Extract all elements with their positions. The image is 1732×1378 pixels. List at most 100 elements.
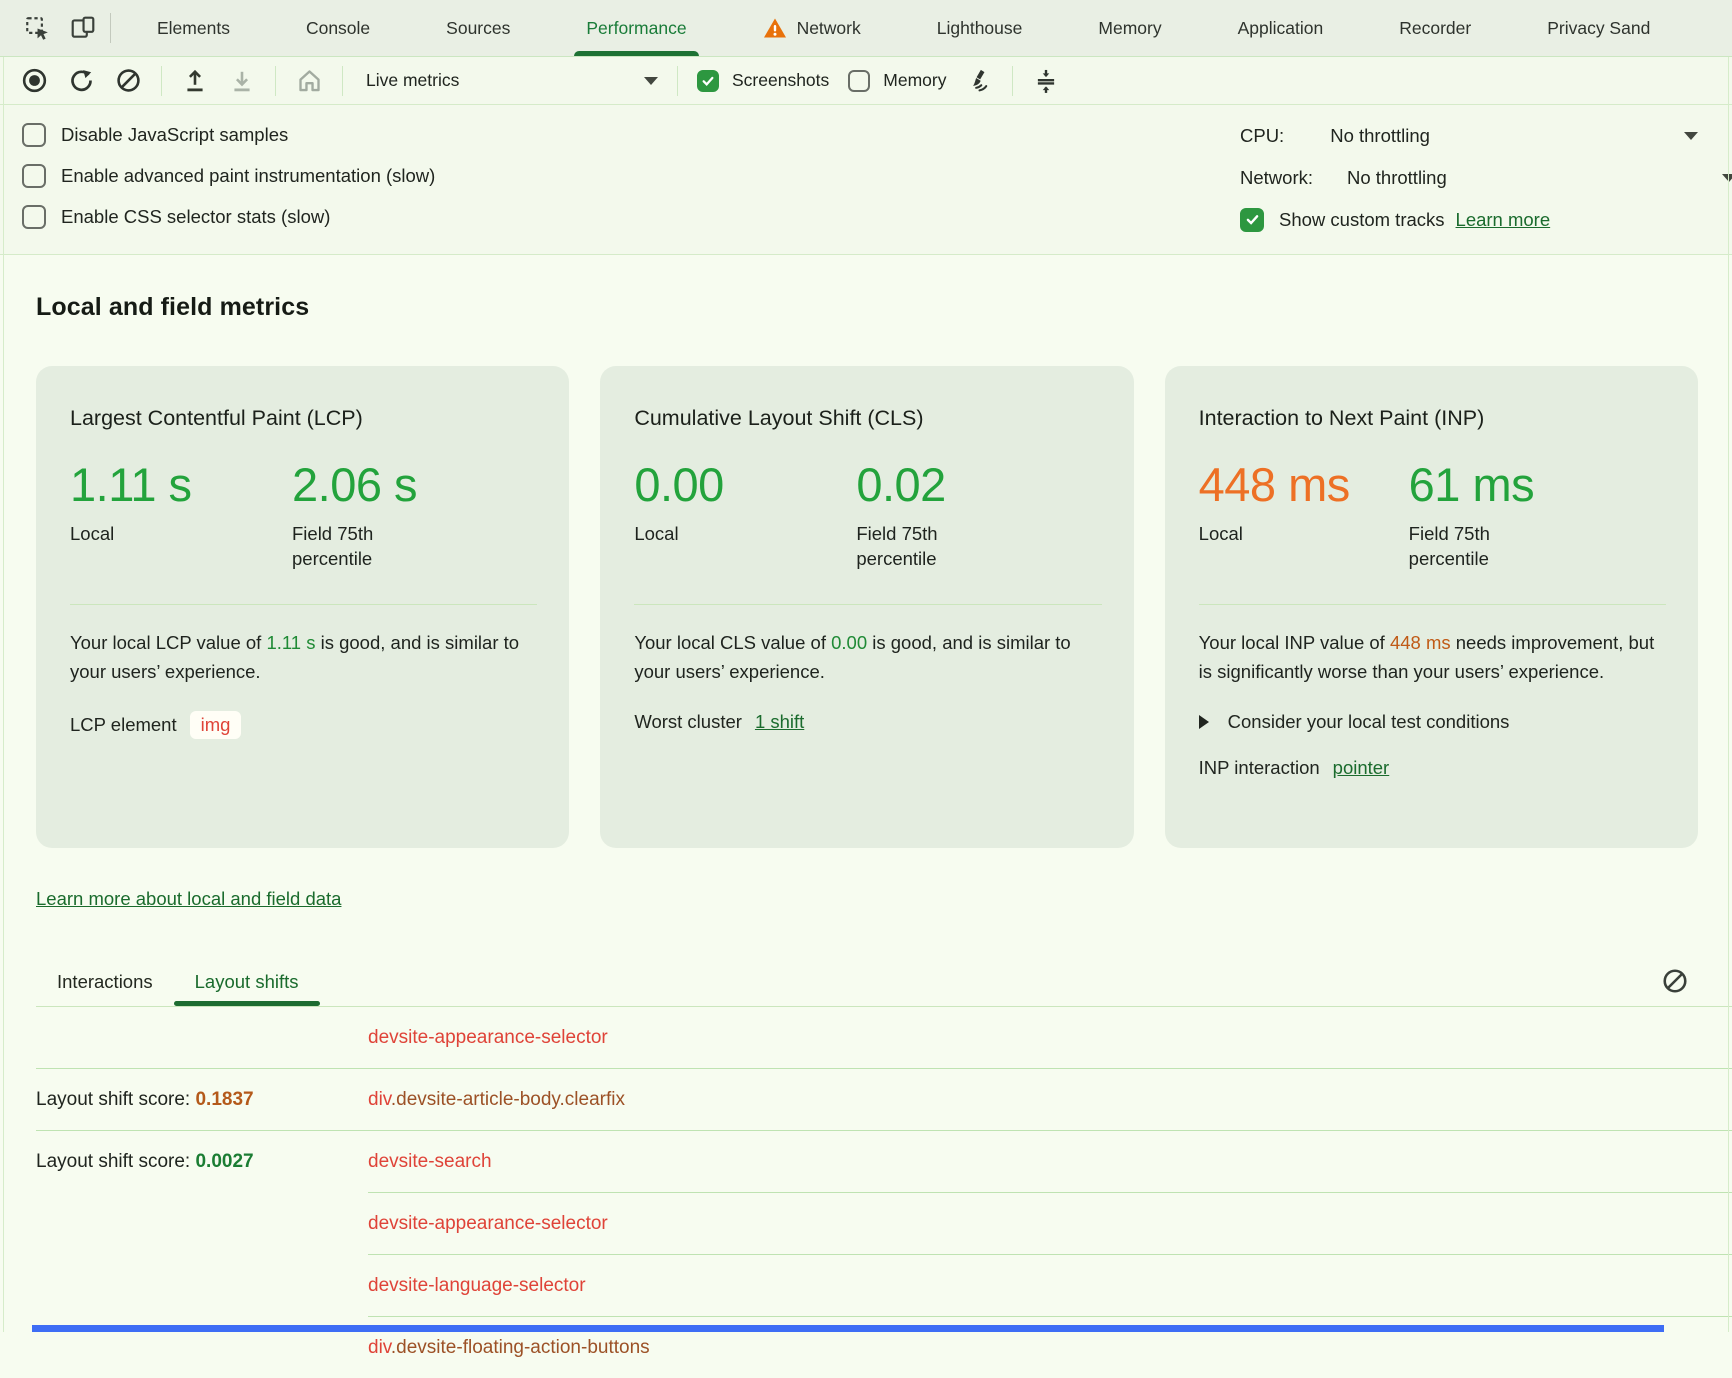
css-selector-stats-checkbox[interactable] [22, 205, 46, 229]
tab-application[interactable]: Application [1200, 0, 1362, 56]
history-dropdown-value: Live metrics [366, 70, 460, 90]
lcp-description: Your local LCP value of 1.11 s is good, … [70, 631, 520, 682]
clear-log-icon[interactable] [1660, 966, 1690, 996]
live-metrics-view: Local and field metrics Largest Contentf… [0, 293, 1732, 1378]
home-icon[interactable] [295, 67, 323, 95]
cpu-throttling-row[interactable]: CPU: No throttling [1240, 123, 1732, 148]
network-throttling-row[interactable]: Network: No throttling [1240, 165, 1732, 190]
inp-interaction-label: INP interaction [1198, 756, 1320, 778]
shift-node-link[interactable]: devsite-appearance-selector [368, 1026, 608, 1048]
history-dropdown[interactable]: Live metrics [362, 70, 658, 91]
layout-shift-row[interactable]: Layout shift score: 0.0027 devsite-searc… [36, 1131, 1732, 1192]
row-divider [368, 1254, 1732, 1255]
lcp-element-label: LCP element [70, 713, 177, 735]
cls-local-label: Local [634, 523, 679, 544]
tab-performance[interactable]: Performance [548, 0, 724, 56]
tab-sources[interactable]: Sources [408, 0, 548, 56]
cls-card-title: Cumulative Layout Shift (CLS) [634, 406, 924, 430]
clear-recording-icon[interactable] [114, 67, 142, 95]
collapse-icon[interactable] [1032, 67, 1060, 95]
shift-node-link[interactable]: devsite-appearance-selector [368, 1212, 608, 1234]
disclosure-triangle-icon [1198, 714, 1209, 729]
tab-label: Memory [1098, 17, 1162, 38]
reload-record-icon[interactable] [67, 67, 95, 95]
local-field-learn-more-link[interactable]: Learn more about local and field data [36, 888, 342, 909]
row-divider [36, 1130, 1732, 1131]
toolbar-divider [275, 65, 276, 96]
tabs-divider [36, 1006, 1732, 1007]
layout-shift-row[interactable]: devsite-appearance-selector [36, 1193, 1732, 1254]
layout-shift-row[interactable]: devsite-language-selector [36, 1255, 1732, 1316]
cls-inline-value: 0.00 [831, 631, 868, 653]
inspect-element-icon[interactable] [14, 8, 60, 48]
layout-shift-row[interactable]: Layout shift score: 0.1837 div.devsite-a… [36, 1069, 1732, 1130]
lcp-field-label: Field 75th percentile [292, 523, 374, 569]
inp-field-label: Field 75th percentile [1408, 523, 1490, 569]
advanced-paint-toggle[interactable]: Enable advanced paint instrumentation (s… [22, 164, 435, 188]
show-custom-tracks-label: Show custom tracks [1279, 208, 1445, 230]
panel-left-border [3, 57, 4, 1332]
download-profile-icon[interactable] [228, 67, 256, 95]
cls-card: Cumulative Layout Shift (CLS) 0.00 Local… [600, 366, 1134, 848]
lcp-element-node-badge[interactable]: img [189, 710, 242, 739]
shift-node-link[interactable]: div.devsite-article-body.clearfix [368, 1088, 625, 1110]
inp-local-value: 448 ms [1198, 458, 1351, 511]
cls-worst-cluster-row: Worst cluster 1 shift [634, 711, 1101, 733]
tab-label: Privacy Sand [1547, 17, 1651, 38]
tab-memory[interactable]: Memory [1060, 0, 1199, 56]
shift-node-link[interactable]: devsite-search [368, 1150, 492, 1172]
layout-shift-row[interactable]: devsite-appearance-selector [36, 1007, 1732, 1068]
show-custom-tracks-checkbox[interactable] [1240, 207, 1264, 232]
tab-label: Console [305, 17, 371, 38]
gc-brush-icon[interactable] [965, 67, 993, 95]
disable-js-samples-toggle[interactable]: Disable JavaScript samples [22, 123, 435, 147]
tab-lighthouse[interactable]: Lighthouse [899, 0, 1061, 56]
device-toolbar-icon[interactable] [60, 8, 106, 48]
cls-description: Your local CLS value of 0.00 is good, an… [634, 631, 1071, 682]
disable-js-samples-label: Disable JavaScript samples [61, 124, 289, 145]
tab-interactions[interactable]: Interactions [36, 958, 174, 1006]
lcp-card-title: Largest Contentful Paint (LCP) [70, 406, 363, 430]
tab-label: Lighthouse [936, 17, 1023, 38]
chevron-down-icon [644, 76, 658, 85]
cls-worst-cluster-link[interactable]: 1 shift [754, 710, 805, 732]
consider-conditions-disclosure[interactable]: Consider your local test conditions [1198, 711, 1666, 733]
lcp-field-value: 2.06 s [292, 458, 418, 511]
advanced-paint-checkbox[interactable] [22, 164, 46, 188]
memory-toggle[interactable]: Memory [848, 69, 946, 92]
tab-layout-shifts[interactable]: Layout shifts [173, 958, 320, 1006]
shift-score-value: 0.0027 [195, 1150, 254, 1172]
shift-score-value: 0.1837 [195, 1088, 254, 1110]
custom-tracks-learn-more-link[interactable]: Learn more [1455, 208, 1551, 230]
tab-recorder[interactable]: Recorder [1361, 0, 1509, 56]
tab-elements[interactable]: Elements [119, 0, 268, 56]
lcp-element-row: LCP element img [70, 710, 537, 739]
tab-label: Elements [157, 17, 230, 38]
metric-cards: Largest Contentful Paint (LCP) 1.11 s Lo… [36, 366, 1732, 848]
inp-interaction-link[interactable]: pointer [1332, 756, 1390, 778]
chevron-down-icon [1684, 131, 1698, 140]
tab-label: Interactions [57, 971, 153, 992]
memory-checkbox[interactable] [848, 69, 871, 92]
screenshots-checkbox[interactable] [697, 69, 719, 92]
lcp-inline-value: 1.11 s [266, 631, 316, 653]
upload-profile-icon[interactable] [181, 67, 209, 95]
disable-js-samples-checkbox[interactable] [22, 123, 46, 147]
panel-right-border [1728, 57, 1729, 1332]
shift-node-link[interactable]: div.devsite-floating-action-buttons [368, 1336, 650, 1358]
chevron-down-icon [1722, 173, 1732, 182]
card-divider [70, 603, 538, 605]
tab-network[interactable]: Network [725, 0, 899, 56]
advanced-paint-label: Enable advanced paint instrumentation (s… [61, 165, 436, 186]
shift-node-link[interactable]: devsite-language-selector [368, 1274, 586, 1296]
tab-console[interactable]: Console [268, 0, 408, 56]
inp-local-label: Local [1198, 523, 1243, 544]
record-icon[interactable] [20, 67, 48, 95]
css-selector-stats-toggle[interactable]: Enable CSS selector stats (slow) [22, 205, 435, 229]
tab-privacy-sandbox[interactable]: Privacy Sand [1509, 0, 1688, 56]
toolbar-divider [161, 65, 162, 96]
tab-label: Layout shifts [194, 971, 299, 992]
show-custom-tracks-row[interactable]: Show custom tracks Learn more [1240, 207, 1732, 232]
screenshots-toggle[interactable]: Screenshots [697, 69, 829, 92]
row-divider [368, 1316, 1732, 1317]
